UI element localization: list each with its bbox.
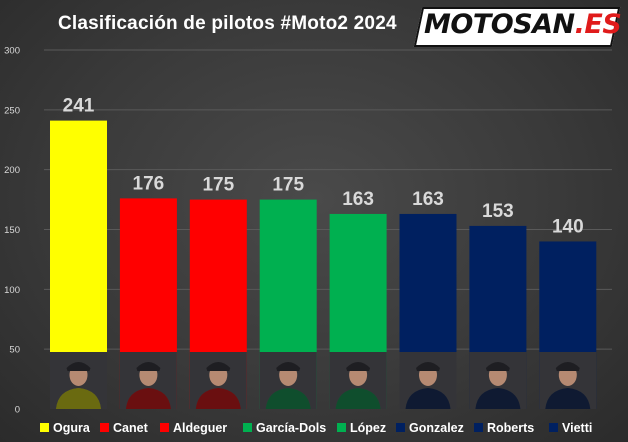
rider-suit-shade — [125, 388, 171, 409]
logo-part-1: MOTOSAN — [424, 9, 575, 40]
rider-suit-shade — [335, 388, 381, 409]
y-tick-label: 0 — [15, 405, 20, 416]
rider-cap — [555, 362, 580, 371]
y-tick-label: 150 — [4, 225, 20, 236]
legend-label: García-Dols — [256, 421, 326, 435]
rider-suit-shade — [475, 388, 521, 409]
rider-suit — [265, 388, 311, 409]
chart-title: Clasificación de pilotos #Moto2 2024 — [58, 13, 397, 34]
rider-suit — [405, 388, 451, 409]
legend-swatch — [243, 423, 252, 432]
legend-swatch — [396, 423, 405, 432]
legend-swatch — [160, 423, 169, 432]
rider-cap — [276, 362, 301, 371]
legend-label: Canet — [113, 421, 149, 435]
rider-cap — [206, 362, 231, 371]
y-tick-label: 250 — [4, 105, 20, 116]
rider-cap — [66, 362, 91, 371]
rider-suit — [195, 388, 241, 409]
rider-suit — [475, 388, 521, 409]
bar-value-label: 241 — [63, 96, 95, 117]
bar-value-label: 140 — [552, 216, 584, 237]
logo-part-2: .ES — [574, 9, 622, 40]
rider-suit-shade — [265, 388, 311, 409]
rider-cap — [416, 362, 440, 371]
rider-suit — [335, 388, 381, 409]
legend-label: Roberts — [487, 421, 534, 435]
legend-swatch — [100, 423, 109, 432]
legend-label: Aldeguer — [173, 421, 227, 435]
y-tick-label: 50 — [9, 345, 20, 356]
bar-value-label: 175 — [202, 175, 234, 196]
legend-swatch — [40, 423, 49, 432]
y-tick-label: 300 — [4, 46, 20, 57]
rider-suit — [545, 388, 591, 409]
y-tick-label: 200 — [4, 165, 20, 176]
bar-value-label: 163 — [412, 189, 444, 210]
rider-suit — [125, 388, 171, 409]
rider-suit-shade — [545, 388, 591, 409]
rider-suit — [56, 388, 101, 409]
rider-suit-shade — [56, 388, 101, 409]
legend-label: Ogura — [53, 421, 91, 435]
y-tick-label: 100 — [4, 285, 20, 296]
motosan-logo-text: MOTOSAN.ES — [424, 8, 622, 42]
legend-label: López — [350, 421, 386, 435]
rider-cap — [346, 362, 371, 371]
rider-cap — [485, 362, 510, 371]
legend-label: Gonzalez — [409, 421, 464, 435]
legend-swatch — [549, 423, 558, 432]
legend-swatch — [337, 423, 346, 432]
bar-value-label: 176 — [133, 173, 165, 194]
rider-suit-shade — [195, 388, 241, 409]
bar-value-label: 163 — [342, 189, 374, 210]
rider-suit-shade — [405, 388, 451, 409]
legend-label: Vietti — [562, 421, 592, 435]
legend-swatch — [474, 423, 483, 432]
rider-cap — [136, 362, 161, 371]
bar-value-label: 175 — [272, 175, 304, 196]
bar-value-label: 153 — [482, 201, 514, 222]
